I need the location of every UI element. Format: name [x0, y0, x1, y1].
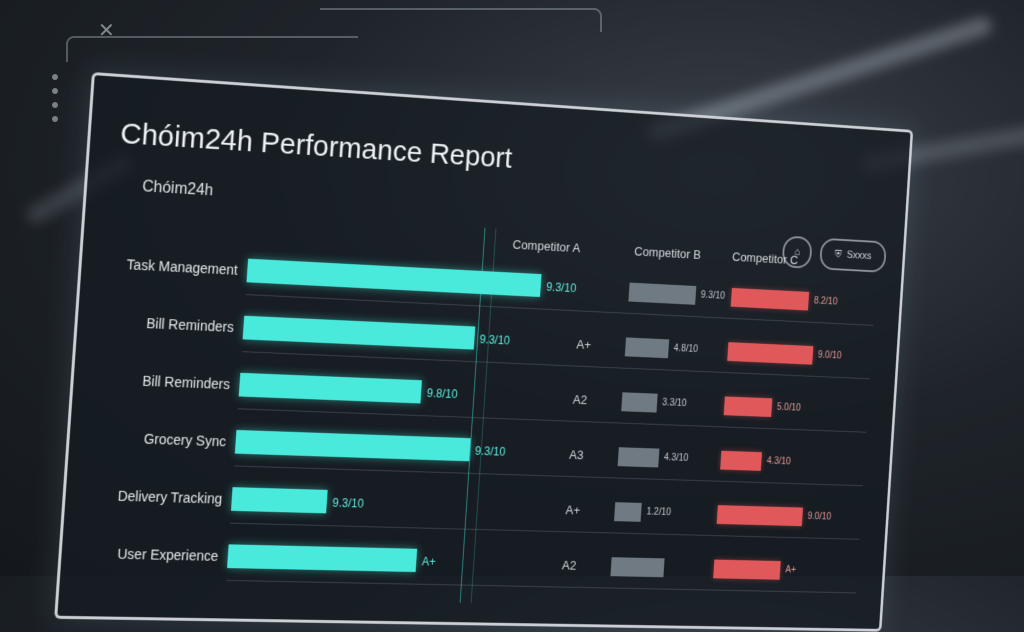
- hud-frame-outline: [320, 8, 602, 32]
- data-label-competitor-c: A+: [784, 564, 797, 576]
- bar-competitor-b: [624, 337, 670, 359]
- bar-competitor-c: [720, 450, 763, 471]
- data-label-choim24h: A+: [421, 554, 437, 569]
- bar-competitor-b: [621, 392, 658, 413]
- grid-line: [237, 408, 867, 433]
- x-mark-icon: ✕: [98, 20, 115, 42]
- data-label-competitor-c: 4.3/10: [766, 456, 791, 468]
- data-label-competitor-b: 9.3/10: [700, 290, 726, 302]
- bar-competitor-c: [730, 287, 810, 311]
- hud-frame-outline: [66, 36, 358, 62]
- grade-competitor-a: A2: [572, 392, 588, 408]
- report-title: Chóim24h Performance Report: [119, 117, 514, 175]
- home-button[interactable]: ⌂: [781, 235, 813, 269]
- bar-competitor-b: [614, 502, 642, 522]
- column-head-competitor-b: Competitor B: [633, 243, 702, 262]
- data-label-competitor-b: 3.3/10: [661, 397, 687, 410]
- category-label: User Experience: [117, 545, 219, 564]
- bar-competitor-c: [716, 505, 803, 527]
- data-label-competitor-b: 4.8/10: [673, 343, 699, 355]
- data-label-competitor-c: 5.0/10: [776, 402, 801, 414]
- bar-competitor-b: [617, 447, 660, 468]
- grid-line: [233, 465, 863, 487]
- bar-choim24h: [246, 258, 542, 298]
- category-label: Delivery Tracking: [117, 487, 223, 507]
- data-label-competitor-c: 9.0/10: [807, 511, 832, 523]
- shield-button[interactable]: ⛨ Sxxxs: [819, 237, 887, 273]
- dot-indicators: [52, 74, 58, 122]
- data-label-choim24h: 9.3/10: [545, 280, 577, 296]
- data-label-competitor-c: 9.0/10: [817, 350, 842, 362]
- data-label-competitor-c: 8.2/10: [813, 295, 838, 308]
- data-label-competitor-b: 1.2/10: [646, 506, 672, 518]
- bar-choim24h: [227, 544, 418, 573]
- column-head-competitor-a: Competitor A: [512, 237, 581, 256]
- category-label: Grocery Sync: [143, 430, 227, 450]
- data-label-choim24h: 9.3/10: [331, 495, 365, 511]
- data-label-choim24h: 9.8/10: [426, 386, 459, 402]
- data-label-choim24h: 9.3/10: [474, 444, 506, 459]
- bar-competitor-b: [610, 557, 665, 578]
- category-label: Bill Reminders: [145, 315, 235, 335]
- category-label: Task Management: [126, 256, 239, 278]
- grade-competitor-a: A+: [565, 502, 581, 518]
- data-label-competitor-b: 4.3/10: [663, 452, 689, 464]
- grid-line: [226, 579, 857, 594]
- shield-button-label: Sxxxs: [846, 249, 872, 262]
- report-panel: Chóim24h Performance Report Chóim24h Com…: [54, 72, 914, 632]
- shield-icon: ⛨: [834, 248, 843, 260]
- category-label: Bill Reminders: [141, 372, 231, 393]
- bar-competitor-c: [723, 396, 773, 417]
- bar-competitor-c: [727, 342, 814, 365]
- data-label-choim24h: 9.3/10: [479, 332, 511, 348]
- bar-choim24h: [234, 429, 471, 462]
- bar-choim24h: [242, 315, 475, 350]
- home-icon: ⌂: [793, 246, 801, 258]
- bar-competitor-c: [713, 559, 781, 580]
- grade-competitor-a: A+: [576, 337, 592, 352]
- bar-competitor-b: [628, 282, 697, 305]
- grade-competitor-a: A3: [568, 447, 584, 463]
- bar-choim24h: [238, 372, 423, 404]
- grade-competitor-a: A2: [561, 557, 577, 573]
- bar-choim24h: [230, 487, 328, 514]
- series-main-label: Chóim24h: [141, 178, 214, 200]
